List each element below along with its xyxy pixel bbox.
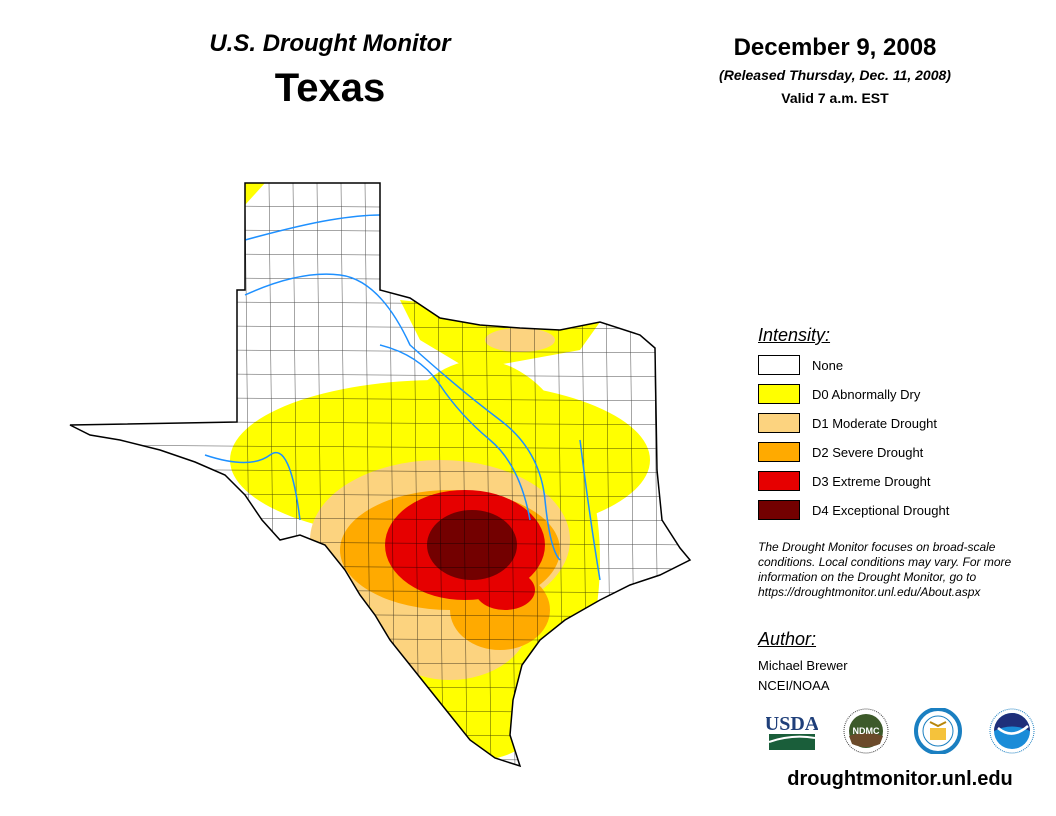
map-title: U.S. Drought Monitor [209,30,451,57]
rivers [204,214,601,581]
legend-swatch [758,384,800,404]
usda-logo-icon: USDA [766,713,818,750]
legend-label: D0 Abnormally Dry [812,386,921,402]
legend-label: D1 Moderate Drought [812,415,938,431]
author-name: Michael Brewer [758,658,848,673]
release-date: (Released Thursday, Dec. 11, 2008) [719,67,951,83]
legend-item-none: None [758,355,843,375]
ndmc-logo-icon: NDMC [843,708,889,754]
footer-url[interactable]: droughtmonitor.unl.edu [787,768,1013,790]
county-line [70,756,690,762]
legend-swatch [758,442,800,462]
svg-text:USDA: USDA [766,713,818,735]
legend-item-d2: D2 Severe Drought [758,442,923,462]
county-line [70,732,690,738]
d4-area [427,510,517,580]
disclaimer-note: The Drought Monitor focuses on broad-sca… [758,540,1012,599]
legend-item-d0: D0 Abnormally Dry [758,384,920,404]
legend-item-d3: D3 Extreme Drought [758,471,931,491]
legend-title: Intensity: [758,325,831,345]
valid-time: Valid 7 a.m. EST [781,90,889,106]
legend-swatch [758,413,800,433]
legend-item-d4: D4 Exceptional Drought [758,500,949,520]
legend-label: D2 Severe Drought [812,444,924,460]
legend-label: D4 Exceptional Drought [812,502,950,518]
county-line [70,444,690,450]
legend-swatch [758,355,800,375]
legend-swatch [758,500,800,520]
commerce-seal-icon [914,708,962,754]
svg-text:NDMC: NDMC [853,726,880,736]
legend-label: None [812,357,844,373]
county-line [70,708,690,714]
author-info: Michael Brewer NCEI/NOAA [758,656,848,696]
county-line [70,660,690,666]
texas-drought-map [69,182,691,767]
noaa-logo-icon [989,708,1035,754]
legend-item-d1: D1 Moderate Drought [758,413,937,433]
county-line [70,636,690,642]
author-heading: Author: [758,629,817,649]
legend-label: D3 Extreme Drought [812,473,931,489]
legend-swatch [758,471,800,491]
region-title: Texas [274,66,386,110]
county-line [70,684,690,690]
map-date: December 9, 2008 [733,34,937,61]
author-org: NCEI/NOAA [758,678,830,693]
